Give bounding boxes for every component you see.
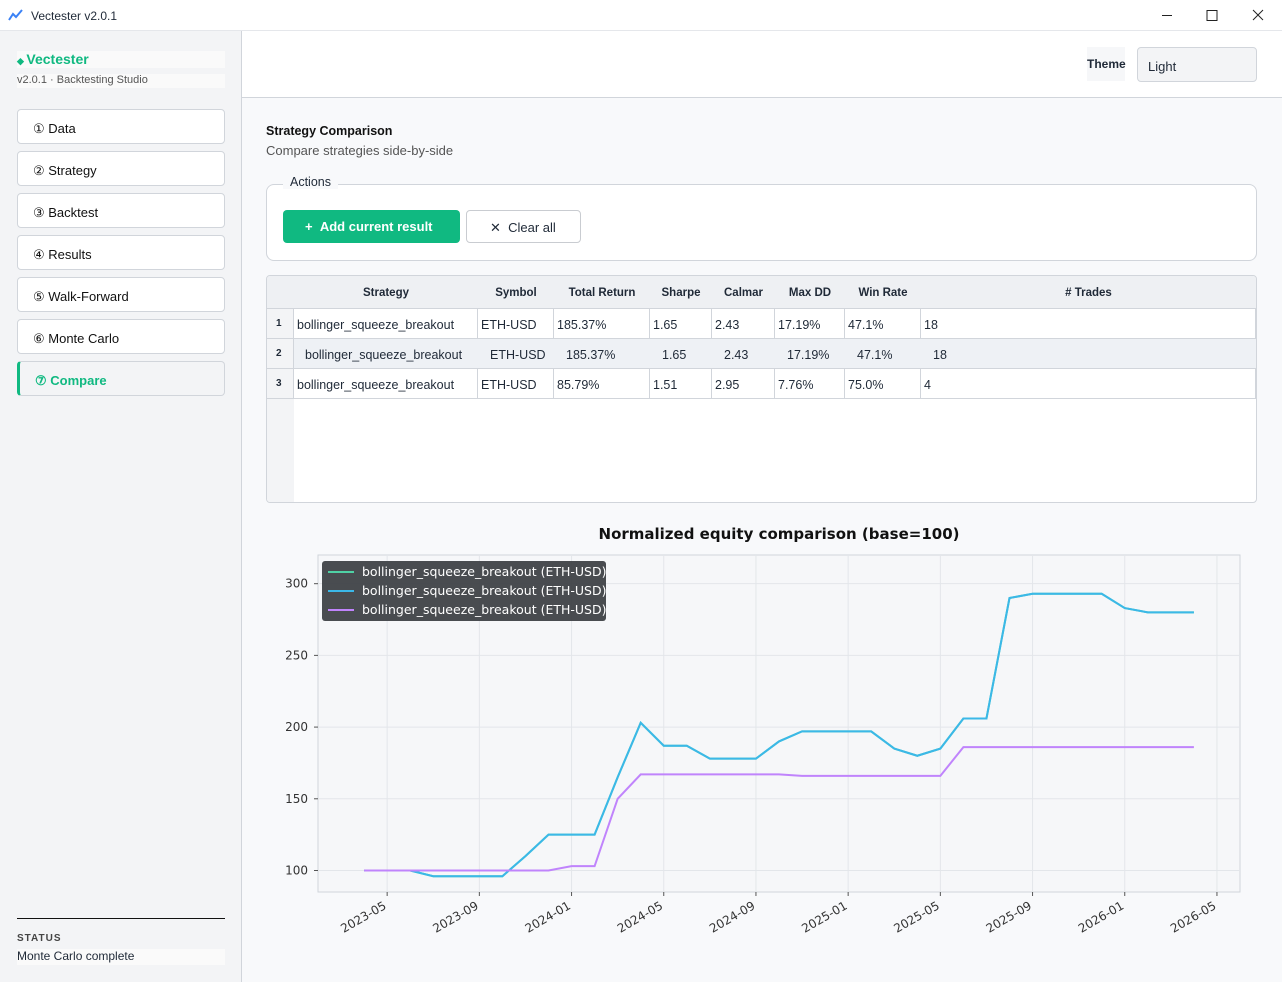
- brand-subtitle: v2.0.1 · Backtesting Studio: [17, 74, 225, 88]
- column-header: Max DD: [775, 276, 845, 309]
- table-cell[interactable]: 2.43: [712, 309, 775, 339]
- chart-title: Normalized equity comparison (base=100): [599, 525, 960, 543]
- table-cell[interactable]: 7.76%: [775, 369, 845, 399]
- table-cell[interactable]: bollinger_squeeze_breakout: [294, 369, 478, 399]
- nav-item[interactable]: ⑤ Walk-Forward: [17, 277, 225, 312]
- nav-item[interactable]: ② Strategy: [17, 151, 225, 186]
- nav-item[interactable]: ⑦ Compare: [17, 361, 225, 396]
- row-number: 2: [267, 339, 294, 369]
- brand-name: Vectester: [26, 51, 88, 67]
- status-text: Monte Carlo complete: [17, 949, 225, 965]
- table-cell[interactable]: 2.95: [712, 369, 775, 399]
- page-subtitle: Compare strategies side-by-side: [266, 143, 453, 158]
- add-result-label: Add current result: [320, 219, 433, 234]
- table-cell[interactable]: 2.43: [712, 339, 775, 369]
- window-controls: [1150, 0, 1282, 31]
- legend-label: bollinger_squeeze_breakout (ETH-USD): [362, 564, 606, 579]
- status-label: STATUS: [17, 933, 62, 944]
- x-tick-label: 2026-05: [1168, 898, 1218, 935]
- column-header: Symbol: [478, 276, 554, 309]
- nav-item[interactable]: ⑥ Monte Carlo: [17, 319, 225, 354]
- x-tick-label: 2023-05: [338, 898, 388, 935]
- column-header: Sharpe: [650, 276, 712, 309]
- table-cell[interactable]: 18: [921, 309, 1256, 339]
- y-tick-label: 200: [285, 720, 308, 734]
- clear-label: Clear all: [508, 220, 556, 235]
- row-number: 1: [267, 309, 294, 339]
- table-cell[interactable]: 47.1%: [845, 309, 921, 339]
- table-cell[interactable]: 185.37%: [554, 309, 650, 339]
- x-tick-label: 2026-01: [1076, 898, 1126, 935]
- title-bar: Vectester v2.0.1: [0, 0, 1282, 31]
- x-tick-label: 2024-01: [523, 898, 573, 935]
- table-cell[interactable]: bollinger_squeeze_breakout: [294, 309, 478, 339]
- column-header: Calmar: [712, 276, 775, 309]
- column-header: # Trades: [921, 276, 1256, 309]
- table-cell[interactable]: ETH-USD: [478, 339, 554, 369]
- table-cell[interactable]: 18: [921, 339, 1256, 369]
- row-number: 3: [267, 369, 294, 399]
- column-header: Strategy: [294, 276, 478, 309]
- brand: ◆ Vectester: [17, 51, 225, 68]
- comparison-table: StrategySymbolTotal ReturnSharpeCalmarMa…: [266, 275, 1257, 503]
- actions-legend: Actions: [283, 175, 338, 189]
- table-cell[interactable]: 47.1%: [845, 339, 921, 369]
- close-button[interactable]: [1253, 10, 1263, 20]
- actions-group: Actions + Add current result ✕ Clear all: [266, 184, 1257, 261]
- nav-item[interactable]: ③ Backtest: [17, 193, 225, 228]
- sidebar: ◆ Vectester v2.0.1 · Backtesting Studio …: [0, 31, 242, 982]
- table-cell[interactable]: 85.79%: [554, 369, 650, 399]
- y-tick-label: 150: [285, 792, 308, 806]
- table-cell[interactable]: 75.0%: [845, 369, 921, 399]
- y-tick-label: 100: [285, 863, 308, 877]
- theme-label: Theme: [1087, 47, 1125, 81]
- table-cell[interactable]: 185.37%: [554, 339, 650, 369]
- header: Theme Light: [242, 31, 1282, 98]
- table-cell[interactable]: 17.19%: [775, 309, 845, 339]
- clear-button[interactable]: ✕ Clear all: [466, 210, 581, 243]
- y-tick-label: 250: [285, 648, 308, 662]
- table-cell[interactable]: 1.65: [650, 309, 712, 339]
- column-header: Win Rate: [845, 276, 921, 309]
- x-tick-label: 2024-09: [707, 898, 757, 935]
- table-cell[interactable]: 4: [921, 369, 1256, 399]
- status-divider: [17, 918, 225, 919]
- x-tick-label: 2023-09: [430, 898, 480, 935]
- y-tick-label: 300: [285, 577, 308, 591]
- table-cell[interactable]: 1.65: [650, 339, 712, 369]
- page-title: Strategy Comparison: [266, 124, 392, 138]
- x-tick-label: 2025-05: [891, 898, 941, 935]
- x-tick-label: 2025-09: [984, 898, 1034, 935]
- table-cell[interactable]: ETH-USD: [478, 309, 554, 339]
- table-cell[interactable]: 17.19%: [775, 339, 845, 369]
- equity-chart: Normalized equity comparison (base=100) …: [242, 515, 1282, 982]
- window-title: Vectester v2.0.1: [31, 9, 117, 23]
- table-cell[interactable]: ETH-USD: [478, 369, 554, 399]
- app-icon: [8, 8, 24, 22]
- add-result-button[interactable]: + Add current result: [283, 210, 460, 243]
- x-tick-label: 2025-01: [799, 898, 849, 935]
- theme-select[interactable]: Light: [1137, 47, 1257, 82]
- maximize-button[interactable]: [1207, 11, 1217, 21]
- column-header: Total Return: [554, 276, 650, 309]
- legend-label: bollinger_squeeze_breakout (ETH-USD): [362, 602, 606, 617]
- nav-item[interactable]: ① Data: [17, 109, 225, 144]
- content: Strategy Comparison Compare strategies s…: [242, 98, 1282, 982]
- nav-item[interactable]: ④ Results: [17, 235, 225, 270]
- table-cell[interactable]: bollinger_squeeze_breakout: [294, 339, 478, 369]
- legend-label: bollinger_squeeze_breakout (ETH-USD): [362, 583, 606, 598]
- table-cell[interactable]: 1.51: [650, 369, 712, 399]
- x-tick-label: 2024-05: [615, 898, 665, 935]
